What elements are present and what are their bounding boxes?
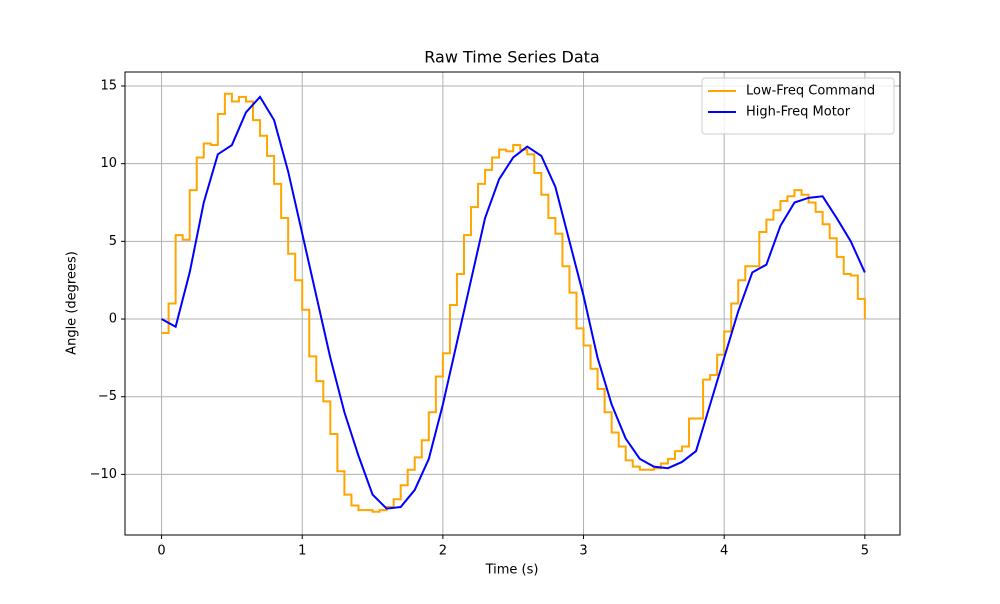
- series-line: [161, 92, 866, 513]
- y-tick-label: 15: [100, 78, 117, 93]
- y-tick-label: −10: [90, 467, 117, 482]
- x-tick-label: 2: [439, 544, 447, 559]
- chart-title: Raw Time Series Data: [424, 48, 599, 67]
- legend-label: High-Freq Motor: [746, 105, 851, 120]
- x-tick-label: 5: [861, 544, 869, 559]
- plot-frame: [124, 71, 901, 536]
- x-tick-label: 1: [298, 544, 306, 559]
- y-axis-label: Angle (degrees): [65, 251, 80, 355]
- x-tick-label: 0: [157, 544, 165, 559]
- x-tick-label: 4: [720, 544, 728, 559]
- legend-box: [701, 77, 895, 135]
- y-tick-label: −5: [98, 389, 117, 404]
- series-line: [161, 95, 866, 510]
- x-tick-label: 3: [579, 544, 587, 559]
- y-tick-label: 0: [109, 312, 117, 327]
- y-tick-label: 5: [109, 234, 117, 249]
- y-tick-label: 10: [100, 156, 117, 171]
- legend-label: Low-Freq Command: [746, 84, 875, 99]
- legend: Low-Freq Command High-Freq Motor: [701, 77, 895, 135]
- x-axis-label: Time (s): [485, 563, 539, 578]
